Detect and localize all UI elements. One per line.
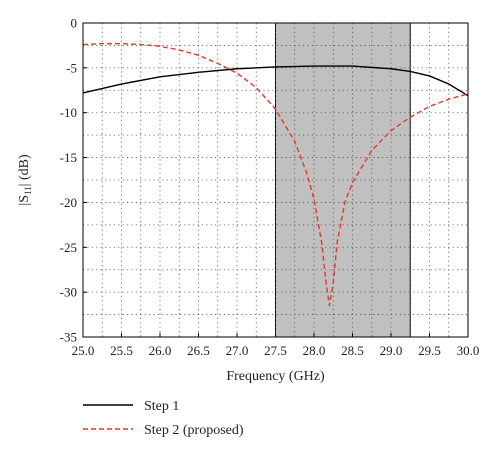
y-tick-label: -10 bbox=[60, 105, 77, 120]
x-tick-label: 28.0 bbox=[303, 343, 326, 358]
y-tick-label: -30 bbox=[60, 285, 77, 300]
y-tick-label: -20 bbox=[60, 195, 77, 210]
x-tick-label: 27.0 bbox=[226, 343, 249, 358]
series-line-1 bbox=[82, 65, 469, 97]
legend: Step 1 Step 2 (proposed) bbox=[83, 399, 244, 438]
y-tick-label: -15 bbox=[60, 150, 77, 165]
y-tick-labels: 0 -5 -10 -15 -20 -25 -30 -35 bbox=[60, 16, 87, 345]
y-tick-label: -5 bbox=[66, 60, 77, 75]
x-tick-label: 28.5 bbox=[341, 343, 364, 358]
series-layer bbox=[82, 42, 469, 307]
y-tick-label: -35 bbox=[60, 330, 77, 345]
y-axis-label: |S11| (dB) bbox=[17, 154, 33, 206]
y-tick-label: -25 bbox=[60, 240, 77, 255]
x-axis-label: Frequency (GHz) bbox=[226, 369, 325, 384]
y-tick-label: 0 bbox=[71, 16, 78, 31]
x-tick-labels: 25.0 25.5 26.0 26.5 27.0 27.5 28.0 28.5 29.0 29.5… bbox=[72, 333, 480, 358]
x-tick-label: 26.5 bbox=[187, 343, 210, 358]
legend-label-step-1: Step 1 bbox=[144, 399, 179, 414]
y-axis-label-tail: | (dB) bbox=[17, 154, 32, 186]
x-tick-label: 29.5 bbox=[418, 343, 441, 358]
x-tick-label: 25.5 bbox=[110, 343, 133, 358]
legend-label-step-2: Step 2 (proposed) bbox=[144, 423, 244, 438]
x-tick-label: 30.0 bbox=[457, 343, 480, 358]
x-tick-label: 26.0 bbox=[149, 343, 172, 358]
y-axis-label-subscript: 11 bbox=[23, 186, 33, 195]
x-tick-label: 25.0 bbox=[72, 343, 95, 358]
y-axis-label-main: |S bbox=[17, 195, 32, 206]
x-tick-label: 27.5 bbox=[264, 343, 287, 358]
series-line-2 bbox=[82, 42, 469, 307]
x-tick-label: 29.0 bbox=[380, 343, 403, 358]
